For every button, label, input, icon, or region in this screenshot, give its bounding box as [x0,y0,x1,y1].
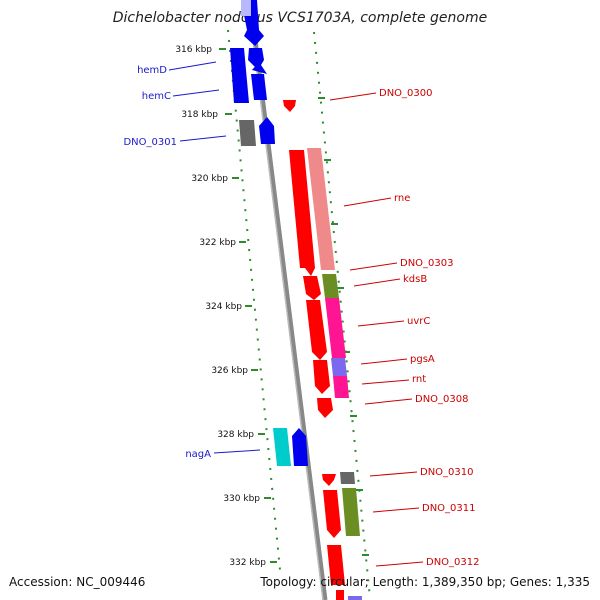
gene-label-DNO_0301: DNO_0301 [123,137,177,148]
scale-ticks [219,48,369,563]
scale-label: 316 kbp [175,45,212,55]
gene-feature [283,100,296,112]
gene-label-uvrC: uvrC [407,316,430,327]
scale-label: 318 kbp [181,110,218,120]
left-scale-guide [227,29,281,571]
gene-feature [340,472,355,484]
forward-features [230,0,308,466]
scale-label: 332 kbp [229,558,266,568]
gene-feature [307,148,335,270]
accession-text: Accession: NC_009446 [9,575,146,589]
scale-label: 328 kbp [217,430,254,440]
gene-label-DNO_0312: DNO_0312 [426,557,480,568]
gene-label-kdsB: kdsB [403,274,427,285]
gene-feature [251,74,267,100]
gene-feature [317,398,333,418]
gene-label-hemD: hemD [137,65,167,76]
gene-label-DNO_0310: DNO_0310 [420,467,474,478]
gene-feature [292,428,308,466]
scale-label: 320 kbp [191,174,228,184]
gene-label-nagA: nagA [185,449,211,460]
gene-feature [325,298,346,358]
gene-label-DNO_0303: DNO_0303 [400,258,454,269]
gene-feature [230,48,249,103]
right-scale-guide [313,31,371,599]
gene-feature [313,360,330,394]
gene-label-rne: rne [394,193,410,204]
gene-feature [323,490,341,538]
gene-feature [303,276,321,300]
right-leaders [329,92,424,567]
scale-label: 324 kbp [205,302,242,312]
scale-label: 330 kbp [223,494,260,504]
gene-feature [322,274,339,298]
gene-feature [306,300,327,360]
gene-feature [322,474,336,486]
gene-feature [239,120,256,146]
scale-label: 326 kbp [211,366,248,376]
gene-label-pgsA: pgsA [410,354,435,365]
gene-feature [259,117,275,144]
gene-feature [331,358,347,376]
left-leaders [168,61,261,454]
gene-feature [252,62,267,74]
genome-summary-text: Topology: circular; Length: 1,389,350 bp… [260,575,590,589]
scale-label: 322 kbp [199,238,236,248]
gene-label-DNO_0311: DNO_0311 [422,503,476,514]
gene-feature [327,545,345,585]
gene-feature [333,376,349,398]
gene-feature [273,428,291,466]
gene-feature [289,150,315,276]
gene-feature [342,488,360,536]
gene-label-rnt: rnt [412,374,426,385]
reverse-features [283,100,362,600]
map-title: Dichelobacter nodosus VCS1703A, complete… [112,10,488,26]
gene-label-DNO_0308: DNO_0308 [415,394,469,405]
gene-label-DNO_0300: DNO_0300 [379,88,433,99]
gene-label-hemC: hemC [142,91,171,102]
